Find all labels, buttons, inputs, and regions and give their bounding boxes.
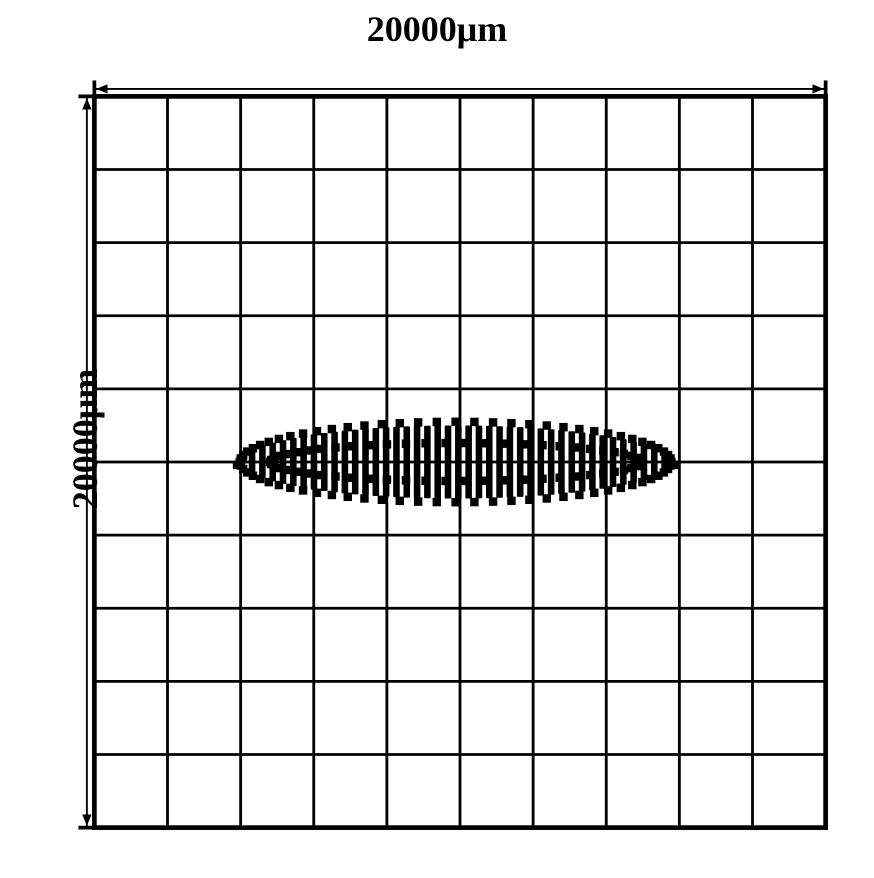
x-axis-label: 20000μm	[367, 8, 507, 50]
figure-container: 20000μm 20000μm	[0, 0, 874, 878]
grid-box	[70, 72, 850, 852]
grid-svg	[70, 72, 850, 852]
